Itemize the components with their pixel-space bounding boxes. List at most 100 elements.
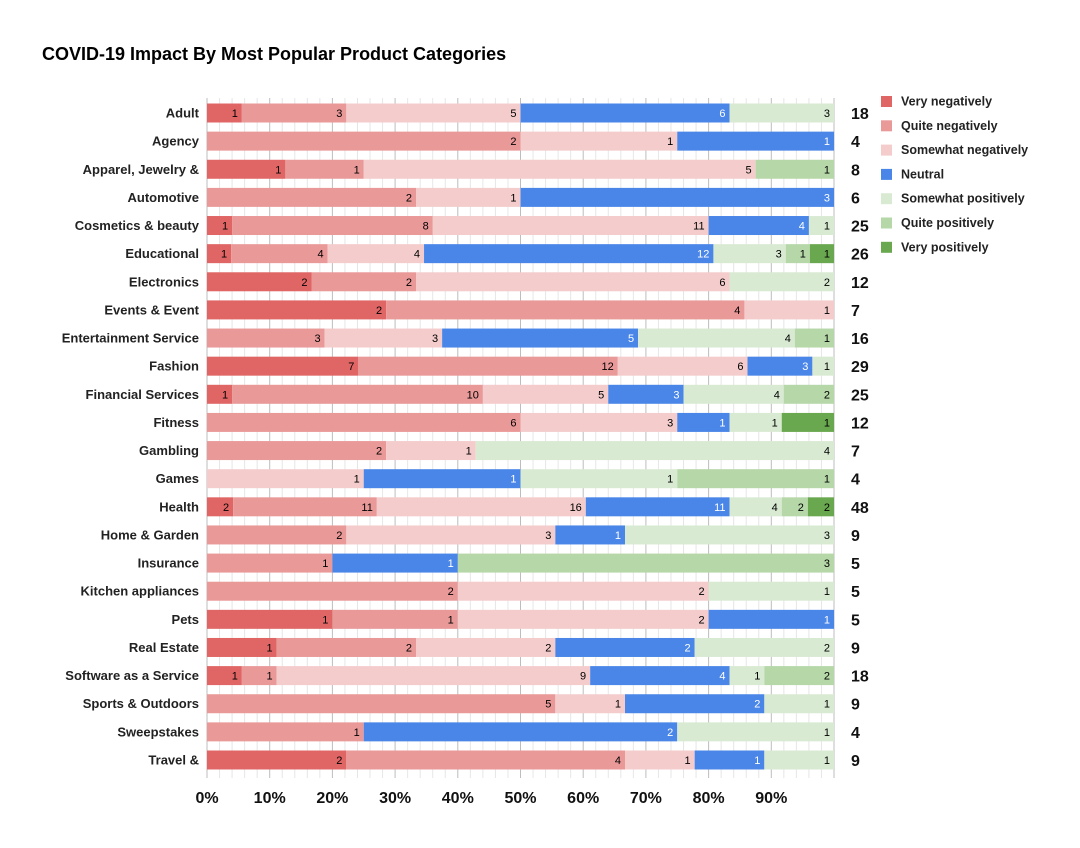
- bar-segment: [285, 159, 364, 179]
- bar-segment: [327, 244, 425, 264]
- bar-value-label: 2: [376, 446, 382, 458]
- bar-value-label: 9: [580, 671, 586, 683]
- category-label: Insurance: [138, 556, 199, 571]
- bar-segment: [475, 441, 834, 461]
- bar-value-label: 1: [824, 614, 830, 626]
- bar-value-label: 2: [406, 277, 412, 289]
- bar-value-label: 1: [824, 249, 830, 261]
- category-label: Apparel, Jewelry &: [83, 162, 199, 177]
- bar-segment: [346, 103, 521, 123]
- total-label: 4: [851, 134, 860, 151]
- bar-segment: [207, 666, 242, 686]
- bar-segment: [812, 356, 834, 376]
- bar-value-label: 3: [667, 417, 673, 429]
- bar-segment: [708, 216, 809, 236]
- bar-value-label: 1: [824, 417, 830, 429]
- bar-segment: [207, 722, 364, 742]
- legend-label: Quite positively: [901, 216, 994, 230]
- bar-value-label: 4: [799, 221, 805, 233]
- bar-segment: [520, 412, 678, 432]
- bar-value-label: 4: [734, 305, 740, 317]
- bar-value-label: 1: [754, 671, 760, 683]
- bar-segment: [416, 187, 521, 207]
- bar-segment: [747, 356, 813, 376]
- bar-segment: [520, 103, 730, 123]
- bar-segment: [520, 187, 834, 207]
- bar-segment: [608, 384, 684, 404]
- total-label: 12: [851, 415, 869, 432]
- bar-value-label: 4: [615, 755, 621, 767]
- x-tick-label: 30%: [379, 790, 411, 807]
- x-tick-label: 20%: [316, 790, 348, 807]
- bar-segment: [807, 497, 834, 517]
- bar-segment: [207, 750, 347, 770]
- bar-segment: [276, 637, 416, 657]
- category-label: Home & Garden: [101, 527, 199, 542]
- category-label: Sports & Outdoors: [83, 696, 199, 711]
- total-label: 9: [851, 753, 860, 770]
- bar-value-label: 3: [314, 333, 320, 345]
- bar-segment: [694, 750, 765, 770]
- category-label: Adult: [166, 106, 200, 121]
- bar-value-label: 1: [354, 474, 360, 486]
- bar-segment: [638, 328, 795, 348]
- bar-value-label: 11: [361, 502, 372, 514]
- bar-value-label: 3: [776, 249, 782, 261]
- bar-value-label: 2: [798, 502, 804, 514]
- bar-segment: [744, 300, 834, 320]
- bar-value-label: 1: [824, 586, 830, 598]
- bar-segment: [729, 497, 782, 517]
- total-label: 6: [851, 190, 860, 207]
- legend-label: Neutral: [901, 167, 944, 181]
- bar-segment: [520, 469, 678, 489]
- bar-segment: [207, 497, 234, 517]
- bar-segment: [764, 666, 834, 686]
- bar-value-label: 1: [772, 417, 778, 429]
- x-tick-label: 50%: [504, 790, 536, 807]
- bar-segment: [677, 131, 834, 151]
- category-label: Financial Services: [86, 387, 199, 402]
- bar-segment: [729, 272, 834, 292]
- bar-segment: [207, 525, 347, 545]
- total-label: 5: [851, 584, 860, 601]
- category-label: Events & Event: [104, 302, 199, 317]
- bar-value-label: 4: [774, 389, 780, 401]
- bar-value-label: 1: [824, 699, 830, 711]
- total-label: 9: [851, 528, 860, 545]
- bar-segment: [708, 609, 834, 629]
- total-label: 26: [851, 247, 869, 264]
- bar-segment: [764, 750, 834, 770]
- total-label: 48: [851, 500, 869, 517]
- bar-segment: [794, 328, 834, 348]
- bar-value-label: 1: [754, 755, 760, 767]
- bar-segment: [207, 131, 521, 151]
- bar-segment: [386, 300, 745, 320]
- bar-value-label: 2: [698, 614, 704, 626]
- legend-label: Somewhat positively: [901, 192, 1025, 206]
- legend-label: Quite negatively: [901, 119, 998, 133]
- bar-segment: [713, 244, 786, 264]
- category-label: Software as a Service: [65, 668, 199, 683]
- bar-value-label: 2: [667, 727, 673, 739]
- x-tick-label: 90%: [755, 790, 787, 807]
- bar-segment: [207, 159, 286, 179]
- bar-value-label: 1: [222, 221, 228, 233]
- legend-swatch: [881, 241, 892, 253]
- bar-value-label: 8: [423, 221, 429, 233]
- bar-value-label: 2: [754, 699, 760, 711]
- bar-value-label: 1: [354, 164, 360, 176]
- total-label: 9: [851, 640, 860, 657]
- bar-value-label: 1: [824, 333, 830, 345]
- category-label: Gambling: [139, 443, 199, 458]
- bar-segment: [783, 384, 834, 404]
- bar-segment: [808, 216, 834, 236]
- bar-value-label: 1: [354, 727, 360, 739]
- x-axis-ticks: 0% 10% 20% 30% 40% 50% 60% 70% 80% 90%: [195, 790, 787, 807]
- bar-value-label: 16: [570, 502, 582, 514]
- bar-segment: [311, 272, 416, 292]
- bar-value-label: 3: [824, 530, 830, 542]
- category-label: Travel &: [148, 752, 199, 767]
- bars: 1 3 5 6 32 1 11 1 5 12 1 31 8 11 4 11 4 4 12 3 1 12 2 6 22 4 13 3 5 4…: [207, 103, 834, 770]
- bar-segment: [207, 581, 458, 601]
- bar-value-label: 11: [714, 502, 725, 514]
